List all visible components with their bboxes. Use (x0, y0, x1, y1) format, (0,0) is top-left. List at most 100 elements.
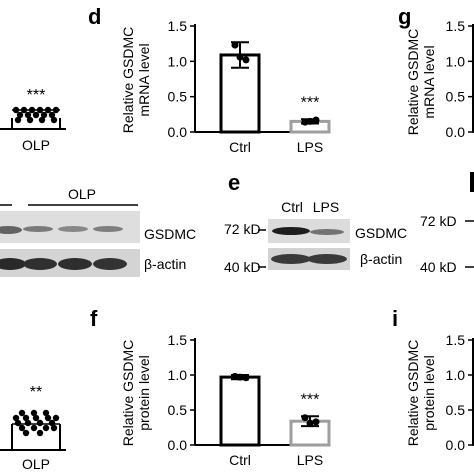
left-bottom-points (12, 409, 60, 437)
blot-band (58, 226, 88, 232)
left-bottom-significance: ** (30, 384, 42, 401)
d-y-tick-label: 0.0 (168, 124, 188, 140)
left-top-data-point (16, 111, 24, 119)
left-bottom-data-point (52, 414, 60, 422)
panel-d-plot-area: 0.0 0.5 1.0 1.5 Ctrl LPS *** (168, 18, 331, 155)
panel-letter-e: e (228, 170, 240, 195)
left-top-data-point (24, 111, 32, 119)
left-top-data-point (12, 106, 20, 114)
panel-e-actin-band-lps (307, 254, 347, 264)
panel-e-actin-label: β-actin (360, 251, 402, 267)
panel-e-blot: e Ctrl LPS 72 kD 40 kD GSDMC β-actin (224, 170, 407, 275)
left-bottom-data-point (22, 429, 30, 437)
panel-g-axis: 0.0 0.5 1.0 1.5 (446, 18, 474, 140)
left-blot-gsdmc-label: GSDMC (144, 226, 196, 242)
left-top-data-point (48, 111, 56, 119)
panel-h-blot-partial: 72 kD 40 kD (420, 172, 474, 275)
left-bottom-data-point (42, 409, 50, 417)
f-data-point (242, 374, 250, 382)
left-bottom-data-point (44, 414, 52, 422)
left-blot-actin-label: β-actin (144, 256, 186, 272)
d-data-point (306, 117, 314, 125)
f-y-tick-label: 1.5 (168, 332, 188, 348)
left-top-data-point (44, 106, 52, 114)
left-bottom-data-point (42, 424, 50, 432)
d-y-tick-label: 1.5 (168, 18, 188, 34)
f-category-ctrl: Ctrl (229, 452, 251, 468)
i-y-tick-label: 1.0 (446, 367, 466, 383)
d-data-point (236, 53, 244, 61)
left-top-data-point (20, 106, 28, 114)
left-bottom-data-point (32, 414, 40, 422)
g-y-tick-label: 0.5 (446, 89, 466, 105)
panel-f-ylabel-line2: protein level (136, 355, 152, 431)
panel-e-gsdmc-label: GSDMC (355, 225, 407, 241)
blot-band (23, 258, 57, 270)
f-bar-ctrl (219, 375, 261, 447)
g-y-tick-label: 1.0 (446, 53, 466, 69)
left-bottom-data-point (36, 419, 44, 427)
left-bottom-data-point (30, 409, 38, 417)
left-top-data-point (40, 111, 48, 119)
left-bottom-data-point (18, 424, 26, 432)
g-y-tick-label: 1.5 (446, 18, 466, 34)
panel-d-ylabel-line1: Relative GSDMC (120, 27, 136, 134)
panel-e-gsdmc-band-ctrl (272, 227, 310, 235)
f-y-tick-label: 1.0 (168, 367, 188, 383)
panel-h-marker-40: 40 kD (420, 259, 457, 275)
d-y-tick-label: 0.5 (168, 89, 188, 105)
panel-e-lane-ctrl: Ctrl (281, 199, 303, 215)
left-bottom-data-point (12, 414, 20, 422)
left-bottom-data-point (14, 419, 22, 427)
d-y-tick-label: 1.0 (168, 53, 188, 69)
left-bottom-category: OLP (22, 456, 50, 472)
panel-f-plot-area: 0.0 0.5 1.0 1.5 Ctrl LPS *** (168, 332, 331, 468)
left-top-significance: *** (27, 87, 46, 104)
f-category-lps: LPS (297, 452, 323, 468)
panel-f-ylabel-line1: Relative GSDMC (120, 340, 136, 447)
left-bottom-data-point (18, 409, 26, 417)
panel-e-actin-band-ctrl (271, 254, 311, 264)
left-blot-partial: OLP GSDMC β-actin (0, 186, 196, 277)
f-y-tick-label: 0.0 (168, 437, 188, 453)
panel-letter-f: f (90, 306, 98, 331)
panel-e-marker-40: 40 kD (224, 259, 261, 275)
panel-i-chart: i Relative GSDMC protein level 0.0 0.5 1.0… (392, 306, 474, 453)
left-top-data-point (52, 106, 60, 114)
panel-d-ylabel-line2: mRNA level (136, 43, 152, 116)
g-y-tick-label: 0.0 (446, 124, 466, 140)
panel-i-ylabel-line2: protein level (421, 355, 437, 431)
panel-i-ylabel-line1: Relative GSDMC (405, 340, 421, 447)
blot-band (93, 226, 123, 232)
d-category-ctrl: Ctrl (229, 139, 251, 155)
panel-g-chart: g Relative GSDMC mRNA level 0.0 0.5 1.0 1.5 (398, 4, 474, 140)
blot-band (93, 258, 127, 270)
f-data-point (312, 418, 320, 426)
blot-band (58, 258, 92, 270)
f-data-point (301, 414, 309, 422)
panel-f-chart: f Relative GSDMC protein level 0.0 0.5 1.0… (90, 306, 331, 468)
left-bottom-partial-plot: ** OLP (0, 384, 66, 472)
f-significance: *** (301, 391, 320, 408)
left-top-data-point (38, 116, 46, 124)
left-bottom-data-point (50, 424, 58, 432)
left-top-data-point (32, 111, 40, 119)
blot-band (0, 258, 26, 270)
left-top-category: OLP (22, 137, 50, 153)
panel-h-letter-fragment (470, 172, 474, 192)
left-top-data-point (50, 116, 58, 124)
panel-letter-g: g (398, 4, 411, 29)
d-significance: *** (301, 94, 320, 111)
i-y-tick-label: 0.0 (446, 437, 466, 453)
left-bottom-data-point (30, 424, 38, 432)
panel-g-ylabel-line1: Relative GSDMC (405, 29, 421, 136)
panel-e-gsdmc-band-lps (310, 229, 344, 235)
left-top-points (12, 106, 60, 124)
d-data-point (312, 116, 320, 124)
f-data-point (306, 419, 314, 427)
left-top-data-point (36, 106, 44, 114)
panel-e-lane-lps: LPS (313, 199, 339, 215)
left-top-partial-plot: *** OLP (0, 87, 66, 153)
panel-d-chart: d Relative GSDMC mRNA level 0.0 0.5 1.0 1.5… (88, 4, 331, 155)
